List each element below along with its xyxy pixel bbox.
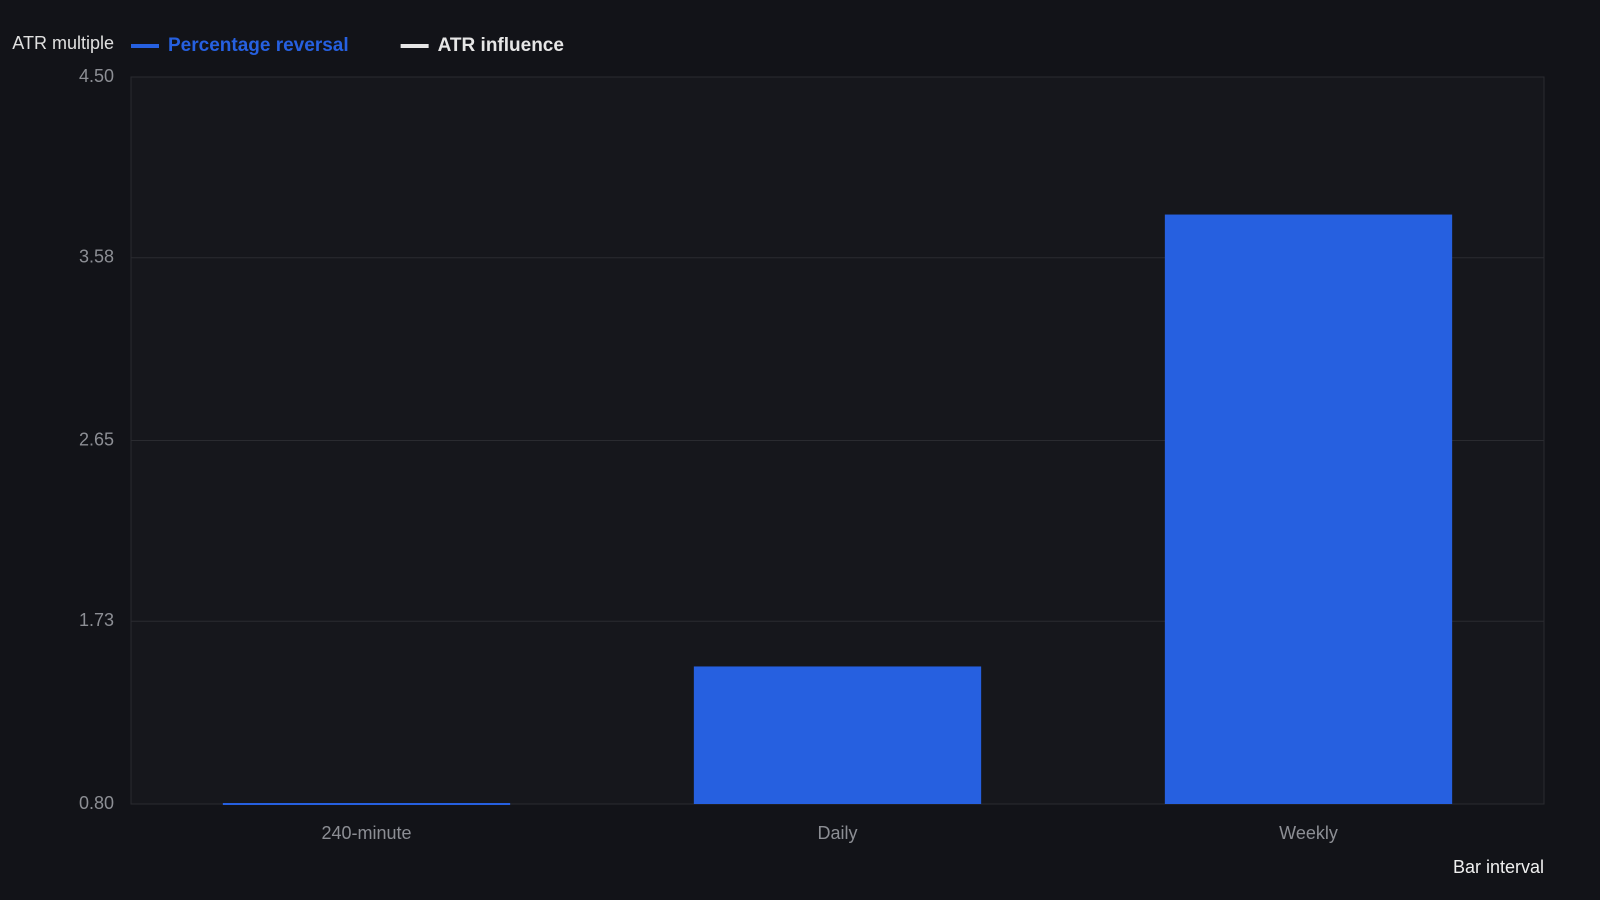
x-tick-label: 240-minute <box>321 823 411 843</box>
y-tick-label: 4.50 <box>79 66 114 86</box>
y-tick-label: 1.73 <box>79 610 114 630</box>
bar <box>1164 214 1453 805</box>
bar <box>222 803 511 805</box>
y-tick-label: 3.58 <box>79 247 114 267</box>
legend-label: ATR influence <box>438 35 564 56</box>
x-tick-label: Weekly <box>1279 823 1338 843</box>
bar <box>693 666 982 804</box>
y-tick-label: 0.80 <box>79 793 114 813</box>
legend-label: Percentage reversal <box>168 35 349 56</box>
y-tick-label: 2.65 <box>79 429 114 449</box>
x-tick-label: Daily <box>817 823 857 843</box>
x-axis-label: Bar interval <box>1453 857 1544 877</box>
y-axis-label: ATR multiple <box>12 33 114 53</box>
